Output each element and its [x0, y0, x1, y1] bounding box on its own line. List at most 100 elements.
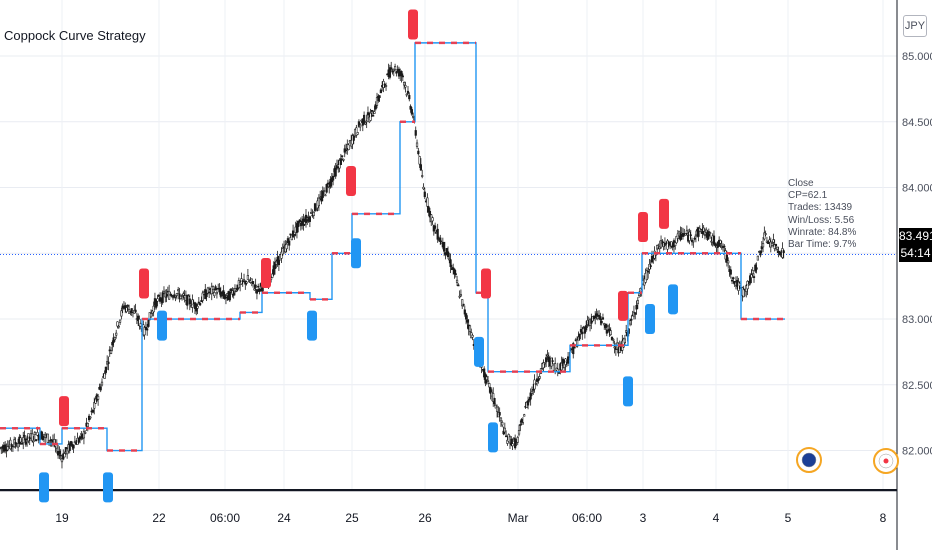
candle-body [756, 255, 759, 261]
candle-body [35, 439, 38, 442]
candle-body [613, 346, 616, 349]
countdown-tag: 54:14 [899, 245, 932, 262]
candle-body [417, 150, 420, 155]
x-tick-label: Mar [508, 511, 529, 525]
candle-body [466, 319, 469, 323]
candle-body [359, 124, 362, 128]
candle-body [115, 332, 118, 336]
y-tick-label: 82.500 [902, 380, 932, 392]
candle-body [293, 234, 296, 236]
candle-body [392, 69, 395, 72]
candle-body [365, 120, 368, 123]
currency-button[interactable]: JPY [903, 15, 927, 37]
candle-body [594, 315, 597, 319]
candle-body [729, 269, 732, 275]
candle-body [705, 229, 708, 233]
x-tick-label: 06:00 [572, 511, 602, 525]
candle-body [752, 276, 756, 278]
candle-body [260, 287, 264, 292]
sell-signal-marker [659, 198, 669, 229]
candle-body [590, 319, 593, 324]
candle-body [232, 292, 235, 296]
candle-body [431, 217, 434, 222]
candle-body [254, 284, 257, 288]
candle-body [149, 313, 153, 318]
candle-body [384, 85, 388, 87]
sell-signal-marker [481, 268, 491, 299]
candle-body [572, 343, 575, 355]
candle-body [578, 333, 581, 340]
candle-body [538, 376, 541, 379]
candle-body [325, 184, 328, 193]
candle-body [405, 93, 408, 96]
candle-body [401, 75, 404, 78]
candle-body [601, 317, 605, 320]
candle-body [446, 251, 450, 258]
x-tick-label: 06:00 [210, 511, 240, 525]
candle-body [230, 288, 233, 292]
candle-body [210, 286, 213, 295]
candle-body [427, 206, 430, 213]
candle-body [403, 82, 406, 86]
candle-body [177, 289, 180, 292]
candle-body [749, 275, 752, 284]
candle-body [422, 186, 425, 190]
candle-body [100, 381, 104, 386]
candle-body [395, 71, 398, 74]
candle-body [201, 292, 204, 301]
candle-body [443, 241, 446, 252]
candle-body [295, 223, 299, 233]
candle-body [674, 242, 677, 246]
candle-body [390, 67, 393, 70]
candle-body [86, 423, 89, 427]
candle-body [514, 438, 517, 449]
x-tick-label: 8 [880, 511, 887, 525]
candle-body [250, 278, 253, 283]
candle-body [89, 416, 92, 419]
candle-body [84, 432, 87, 434]
buy-signal-marker [351, 238, 361, 269]
candle-body [134, 309, 137, 313]
candle-body [526, 400, 530, 406]
candle-body [165, 294, 168, 298]
candle-body [47, 440, 51, 443]
candle-body [313, 203, 317, 212]
candle-body [224, 296, 228, 299]
candle-body [400, 71, 403, 77]
candle-body [310, 212, 313, 214]
candle-body [737, 281, 740, 291]
candle-body [370, 109, 373, 112]
candle-body [468, 325, 472, 333]
buy-signal-marker [668, 284, 678, 315]
candle-body [23, 435, 26, 437]
candle-body [666, 240, 669, 250]
candle-body [773, 244, 776, 249]
candle-body [494, 404, 497, 409]
candle-body [68, 443, 71, 451]
candle-body [251, 281, 255, 285]
candle-body [245, 281, 248, 284]
candle-body [222, 290, 225, 297]
candle-body [103, 373, 106, 379]
candle-body [560, 362, 563, 371]
candle-body [291, 230, 295, 238]
candle-body [503, 427, 506, 433]
candle-body [355, 127, 358, 136]
candle-body [550, 357, 553, 367]
candle-body [645, 270, 648, 281]
candle-body [610, 336, 614, 341]
candle-body [46, 433, 49, 443]
buy-signal-marker [157, 310, 167, 341]
candle-body [72, 444, 75, 449]
candle-body [182, 293, 185, 296]
candle-body [124, 305, 127, 308]
candle-body [628, 320, 632, 325]
candle-body [782, 250, 785, 253]
candle-body [315, 209, 318, 212]
candle-body [498, 412, 501, 416]
candle-body [388, 67, 392, 78]
candle-body [366, 112, 370, 116]
chart-title: Coppock Curve Strategy [4, 28, 146, 43]
candle-body [595, 313, 598, 317]
